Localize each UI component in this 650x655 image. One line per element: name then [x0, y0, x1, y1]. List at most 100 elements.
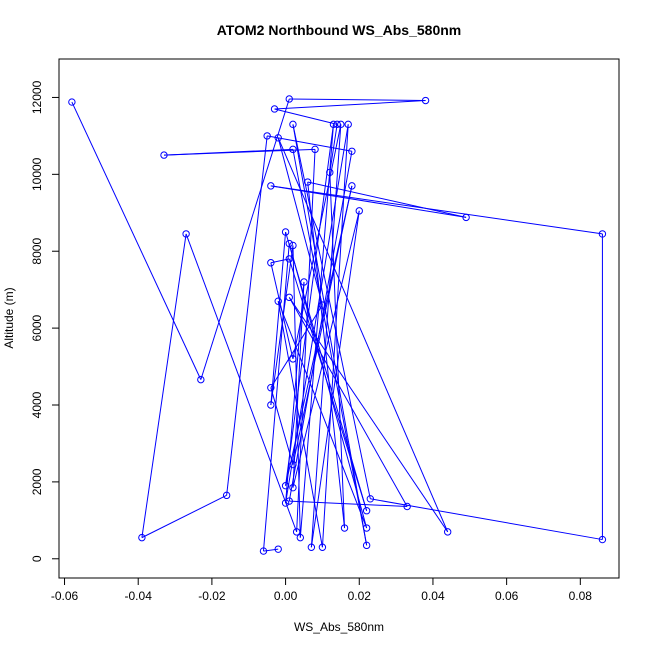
data-point — [289, 483, 297, 492]
series-segment — [185, 233, 298, 533]
data-point — [267, 401, 275, 409]
x-axis-label: WS_Abs_580nm — [294, 620, 384, 634]
y-tick-label: 0 — [30, 555, 44, 562]
data-point — [303, 178, 312, 186]
plot-frame — [58, 58, 620, 579]
data-point — [274, 134, 282, 142]
y-tick-label: 12000 — [30, 80, 44, 114]
data-point — [333, 120, 341, 129]
series-segment — [299, 124, 334, 538]
data-point — [281, 228, 290, 236]
series-layer — [68, 95, 607, 555]
series-segment — [263, 548, 279, 552]
data-point — [348, 147, 356, 155]
series-segment — [141, 494, 227, 539]
series-segment — [296, 149, 316, 532]
data-point — [307, 543, 316, 551]
data-point — [289, 120, 297, 129]
series-segment — [310, 210, 360, 548]
data-point — [222, 491, 231, 500]
series-segment — [270, 185, 603, 235]
data-point — [326, 168, 334, 177]
series-segment — [277, 137, 323, 306]
data-point — [285, 95, 293, 103]
series-segment — [307, 181, 346, 529]
x-tick-label: 0.00 — [274, 589, 298, 603]
chart-title: ATOM2 Northbound WS_Abs_580nm — [217, 22, 462, 38]
series-segment — [277, 137, 449, 533]
series-segment — [277, 301, 368, 529]
data-point — [138, 533, 146, 542]
data-point — [259, 547, 268, 555]
series-segment — [292, 245, 301, 538]
y-tick-label: 8000 — [30, 238, 44, 265]
series-segment — [270, 245, 294, 406]
data-point — [267, 182, 275, 190]
y-axis: 0 2000 4000 6000 8000 10000 12000 — [30, 80, 60, 562]
data-point — [292, 528, 301, 536]
data-point — [197, 375, 205, 384]
series-segment — [288, 297, 408, 507]
series-segment — [321, 124, 349, 548]
series-segment — [277, 301, 323, 548]
x-tick-label: -0.04 — [125, 589, 153, 603]
series-segment — [289, 500, 408, 507]
data-point — [274, 545, 282, 553]
series-segment — [274, 108, 338, 125]
series-segment — [226, 135, 268, 496]
data-point — [274, 297, 282, 305]
data-point — [340, 524, 349, 532]
y-tick-label: 10000 — [30, 157, 44, 191]
data-point — [355, 207, 363, 215]
x-tick-label: 0.06 — [495, 589, 519, 603]
x-tick-label: -0.02 — [198, 589, 226, 603]
y-tick-label: 4000 — [30, 391, 44, 418]
data-point — [362, 524, 371, 532]
data-point — [300, 278, 308, 286]
data-point — [318, 301, 327, 309]
series-segment — [262, 243, 290, 552]
series-segment — [71, 101, 202, 380]
data-point — [337, 120, 345, 129]
data-point — [421, 96, 430, 105]
x-axis: -0.06 -0.04 -0.02 0.00 0.02 0.04 0.06 0.08 — [51, 577, 593, 603]
series-segment — [270, 231, 287, 406]
data-point — [281, 482, 290, 490]
data-point — [267, 384, 275, 392]
series-segment — [285, 124, 349, 504]
data-point — [348, 182, 356, 190]
series-segment — [292, 149, 368, 546]
data-point — [68, 98, 76, 106]
series-segment — [200, 98, 290, 380]
data-point — [362, 507, 371, 515]
y-tick-label: 2000 — [30, 468, 44, 495]
series-segment — [270, 185, 467, 218]
data-point — [318, 543, 327, 551]
data-point — [362, 541, 371, 550]
series-segment — [307, 181, 467, 218]
data-point — [289, 460, 297, 469]
x-tick-label: 0.08 — [569, 589, 593, 603]
data-point — [598, 230, 607, 238]
data-point — [160, 151, 168, 159]
series-segment — [292, 281, 305, 488]
series-segment — [292, 124, 371, 499]
data-point — [289, 355, 297, 363]
data-point — [462, 213, 470, 222]
data-point — [285, 255, 293, 263]
data-point — [311, 145, 319, 154]
data-point — [285, 293, 293, 302]
x-tick-label: 0.04 — [421, 589, 445, 603]
series-segment — [310, 124, 342, 548]
series-segment — [329, 172, 346, 529]
data-point — [296, 533, 305, 542]
series-segment — [292, 210, 360, 488]
data-point — [344, 120, 352, 129]
data-point — [289, 145, 297, 154]
data-point — [263, 132, 271, 140]
y-axis-label: Altitude (m) — [2, 287, 16, 348]
series-segment — [370, 498, 603, 541]
x-tick-label: 0.02 — [348, 589, 372, 603]
data-point — [182, 230, 190, 238]
